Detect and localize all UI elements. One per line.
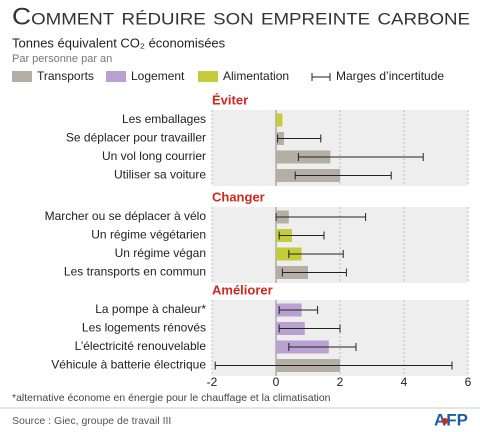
group-title: Éviter	[212, 92, 248, 107]
footnote: *alternative économe en énergie pour le …	[12, 392, 331, 404]
unit-note: Par personne par an	[12, 53, 112, 65]
row-label: La pompe à chaleur*	[95, 302, 206, 316]
group-title: Changer	[212, 189, 265, 204]
x-tick-label: 0	[273, 375, 280, 389]
row-label: Un régime végan	[115, 246, 206, 260]
row-label: Se déplacer pour travailler	[66, 131, 206, 145]
x-tick-label: -2	[207, 375, 218, 389]
legend-label: Alimentation	[223, 69, 289, 83]
legend-swatch	[198, 71, 218, 82]
row-label: Un vol long courrier	[102, 149, 206, 163]
legend-label: Marges d’incertitude	[336, 69, 444, 83]
logo: AFP	[434, 410, 468, 429]
x-tick-label: 6	[465, 375, 472, 389]
row-label: Véhicule à batterie électrique	[51, 358, 206, 372]
row-label: Marcher ou se déplacer à vélo	[45, 209, 207, 223]
bar	[276, 113, 283, 127]
legend-label: Transports	[37, 69, 94, 83]
group-title: Améliorer	[212, 282, 273, 297]
x-tick-label: 2	[337, 375, 344, 389]
row-label: Les transports en commun	[64, 265, 206, 279]
row-label: L’électricité renouvelable	[75, 339, 207, 353]
chart-title: Comment réduire son empreinte carbone	[12, 3, 470, 30]
source: Source : Giec, groupe de travail III	[12, 415, 171, 427]
chart-subtitle: Tonnes équivalent CO₂ économisées	[12, 35, 226, 50]
row-label: Utiliser sa voiture	[114, 168, 206, 182]
row-label: Un régime végétarien	[91, 228, 206, 242]
x-tick-label: 4	[401, 375, 408, 389]
legend-swatch	[106, 71, 126, 82]
row-label: Les emballages	[122, 112, 206, 126]
logo-dot	[442, 418, 448, 424]
row-label: Les logements rénovés	[82, 321, 206, 335]
legend-label: Logement	[131, 69, 185, 83]
legend-swatch	[12, 71, 32, 82]
